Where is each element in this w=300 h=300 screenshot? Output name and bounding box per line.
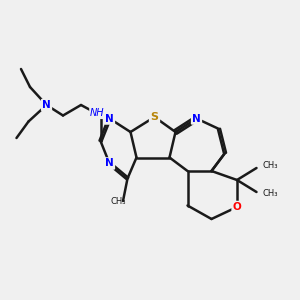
Text: NH: NH (90, 108, 105, 118)
Text: N: N (192, 113, 201, 124)
Text: CH₃: CH₃ (262, 189, 278, 198)
Text: CH₃: CH₃ (111, 196, 126, 206)
Text: N: N (42, 100, 51, 110)
Text: N: N (105, 158, 114, 169)
Text: N: N (105, 113, 114, 124)
Text: S: S (151, 112, 158, 122)
Text: O: O (232, 202, 242, 212)
Text: CH₃: CH₃ (262, 160, 278, 169)
